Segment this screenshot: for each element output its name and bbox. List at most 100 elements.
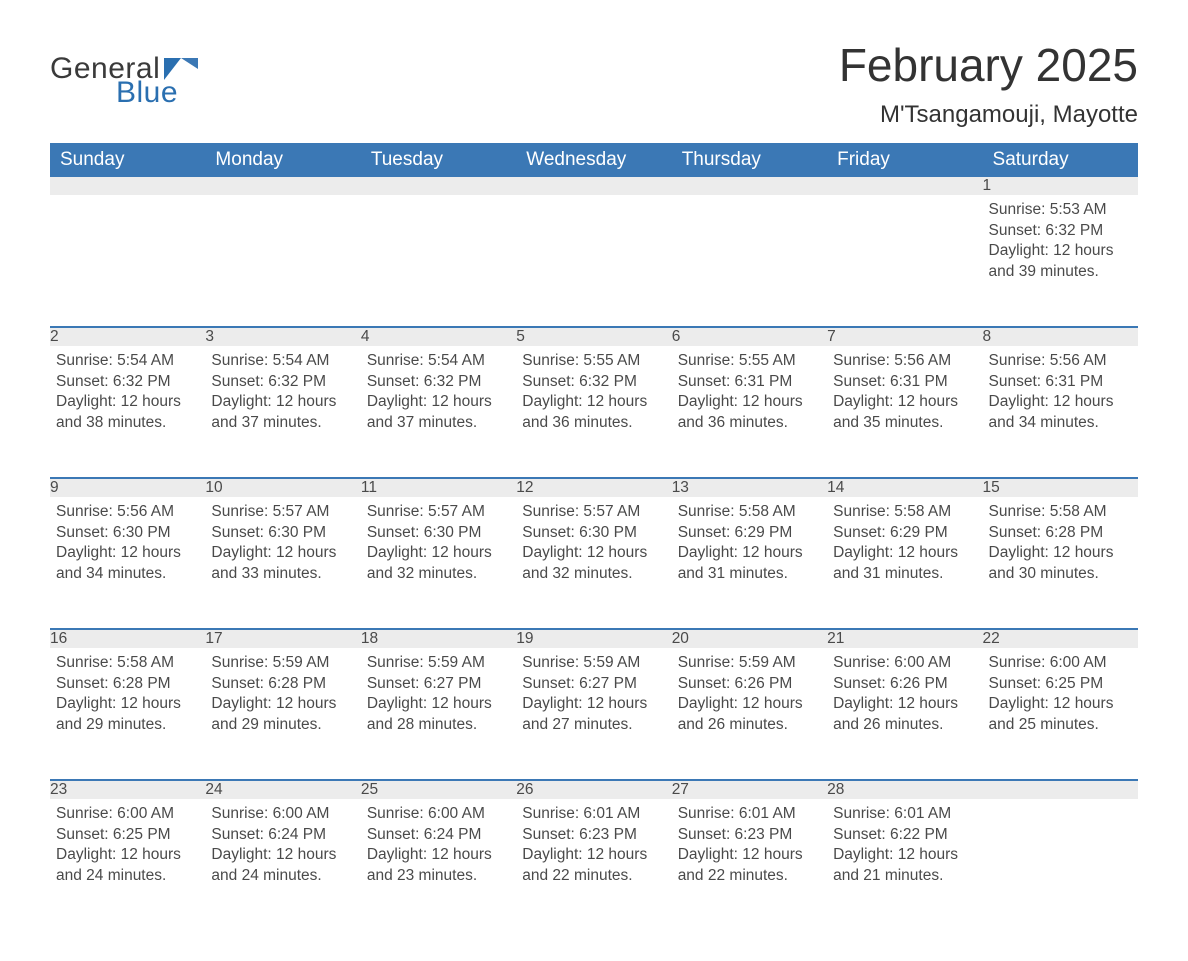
day-body-cell: Sunrise: 5:59 AMSunset: 6:27 PMDaylight:… [361,648,516,780]
sunrise-line: Sunrise: 5:59 AM [522,653,663,674]
sunset-line: Sunset: 6:24 PM [367,825,508,846]
day-number-cell: 11 [361,478,516,497]
sunrise-line: Sunrise: 5:56 AM [56,502,197,523]
day-body-cell: Sunrise: 6:00 AMSunset: 6:26 PMDaylight:… [827,648,982,780]
weekday-header: Saturday [983,143,1138,177]
day-number-cell [516,177,671,195]
day-number-cell: 20 [672,629,827,648]
sunrise-line: Sunrise: 6:00 AM [367,804,508,825]
sunset-line: Sunset: 6:23 PM [522,825,663,846]
daylight-line: Daylight: 12 hours and 38 minutes. [56,392,197,434]
day-body-cell [983,799,1138,931]
day-number-cell [983,780,1138,799]
sunset-line: Sunset: 6:30 PM [367,523,508,544]
sunrise-line: Sunrise: 5:58 AM [833,502,974,523]
day-body-cell: Sunrise: 5:58 AMSunset: 6:29 PMDaylight:… [827,497,982,629]
day-number-cell: 12 [516,478,671,497]
day-number-cell: 2 [50,327,205,346]
day-number-cell: 7 [827,327,982,346]
sunrise-line: Sunrise: 5:54 AM [211,351,352,372]
sunrise-line: Sunrise: 5:57 AM [367,502,508,523]
daylight-line: Daylight: 12 hours and 36 minutes. [678,392,819,434]
sunrise-line: Sunrise: 6:01 AM [833,804,974,825]
day-number-row: 1 [50,177,1138,195]
day-body-cell: Sunrise: 5:57 AMSunset: 6:30 PMDaylight:… [205,497,360,629]
day-body-cell: Sunrise: 5:55 AMSunset: 6:31 PMDaylight:… [672,346,827,478]
sunrise-line: Sunrise: 5:55 AM [678,351,819,372]
day-number-cell: 25 [361,780,516,799]
day-number-cell [827,177,982,195]
daylight-line: Daylight: 12 hours and 22 minutes. [678,845,819,887]
day-body-row: Sunrise: 5:56 AMSunset: 6:30 PMDaylight:… [50,497,1138,629]
sunset-line: Sunset: 6:28 PM [211,674,352,695]
day-body-cell: Sunrise: 5:53 AMSunset: 6:32 PMDaylight:… [983,195,1138,327]
sunrise-line: Sunrise: 6:00 AM [56,804,197,825]
daylight-line: Daylight: 12 hours and 21 minutes. [833,845,974,887]
day-number-cell: 18 [361,629,516,648]
weekday-header: Monday [205,143,360,177]
daylight-line: Daylight: 12 hours and 25 minutes. [989,694,1130,736]
daylight-line: Daylight: 12 hours and 33 minutes. [211,543,352,585]
day-number-cell: 14 [827,478,982,497]
sunrise-line: Sunrise: 5:57 AM [522,502,663,523]
sunrise-line: Sunrise: 6:00 AM [211,804,352,825]
weekday-header-row: SundayMondayTuesdayWednesdayThursdayFrid… [50,143,1138,177]
logo-word-2: Blue [116,78,198,108]
day-number-cell: 8 [983,327,1138,346]
sunset-line: Sunset: 6:27 PM [522,674,663,695]
sunset-line: Sunset: 6:31 PM [989,372,1130,393]
day-body-row: Sunrise: 5:58 AMSunset: 6:28 PMDaylight:… [50,648,1138,780]
location-label: M'Tsangamouji, Mayotte [839,101,1138,129]
sunrise-line: Sunrise: 5:54 AM [367,351,508,372]
daylight-line: Daylight: 12 hours and 26 minutes. [833,694,974,736]
day-body-cell: Sunrise: 5:57 AMSunset: 6:30 PMDaylight:… [516,497,671,629]
day-number-cell [672,177,827,195]
day-number-cell: 15 [983,478,1138,497]
sunset-line: Sunset: 6:32 PM [56,372,197,393]
day-body-cell: Sunrise: 5:54 AMSunset: 6:32 PMDaylight:… [50,346,205,478]
day-number-cell: 27 [672,780,827,799]
day-body-cell [361,195,516,327]
sunset-line: Sunset: 6:32 PM [367,372,508,393]
day-body-row: Sunrise: 5:54 AMSunset: 6:32 PMDaylight:… [50,346,1138,478]
daylight-line: Daylight: 12 hours and 37 minutes. [211,392,352,434]
day-number-cell: 4 [361,327,516,346]
daylight-line: Daylight: 12 hours and 35 minutes. [833,392,974,434]
sunset-line: Sunset: 6:29 PM [678,523,819,544]
sunset-line: Sunset: 6:31 PM [678,372,819,393]
sunset-line: Sunset: 6:30 PM [56,523,197,544]
page-header: General Blue February 2025 M'Tsangamouji… [50,40,1138,129]
daylight-line: Daylight: 12 hours and 23 minutes. [367,845,508,887]
day-number-cell: 1 [983,177,1138,195]
sunset-line: Sunset: 6:30 PM [522,523,663,544]
daylight-line: Daylight: 12 hours and 26 minutes. [678,694,819,736]
sunrise-line: Sunrise: 6:00 AM [989,653,1130,674]
day-body-cell: Sunrise: 6:00 AMSunset: 6:24 PMDaylight:… [205,799,360,931]
day-number-row: 9101112131415 [50,478,1138,497]
sunset-line: Sunset: 6:26 PM [833,674,974,695]
sunset-line: Sunset: 6:32 PM [989,221,1130,242]
day-body-cell: Sunrise: 6:00 AMSunset: 6:24 PMDaylight:… [361,799,516,931]
daylight-line: Daylight: 12 hours and 29 minutes. [211,694,352,736]
weekday-header: Tuesday [361,143,516,177]
sunrise-line: Sunrise: 6:01 AM [678,804,819,825]
daylight-line: Daylight: 12 hours and 34 minutes. [989,392,1130,434]
sunrise-line: Sunrise: 5:56 AM [989,351,1130,372]
day-number-cell: 10 [205,478,360,497]
day-number-cell: 3 [205,327,360,346]
day-body-cell: Sunrise: 5:54 AMSunset: 6:32 PMDaylight:… [361,346,516,478]
daylight-line: Daylight: 12 hours and 37 minutes. [367,392,508,434]
daylight-line: Daylight: 12 hours and 36 minutes. [522,392,663,434]
day-number-cell: 5 [516,327,671,346]
day-number-row: 16171819202122 [50,629,1138,648]
sunset-line: Sunset: 6:29 PM [833,523,974,544]
weekday-header: Wednesday [516,143,671,177]
sunrise-line: Sunrise: 5:58 AM [56,653,197,674]
day-number-cell: 6 [672,327,827,346]
calendar-table: SundayMondayTuesdayWednesdayThursdayFrid… [50,143,1138,931]
daylight-line: Daylight: 12 hours and 22 minutes. [522,845,663,887]
daylight-line: Daylight: 12 hours and 31 minutes. [678,543,819,585]
sunrise-line: Sunrise: 5:57 AM [211,502,352,523]
sunset-line: Sunset: 6:32 PM [522,372,663,393]
day-number-cell: 19 [516,629,671,648]
